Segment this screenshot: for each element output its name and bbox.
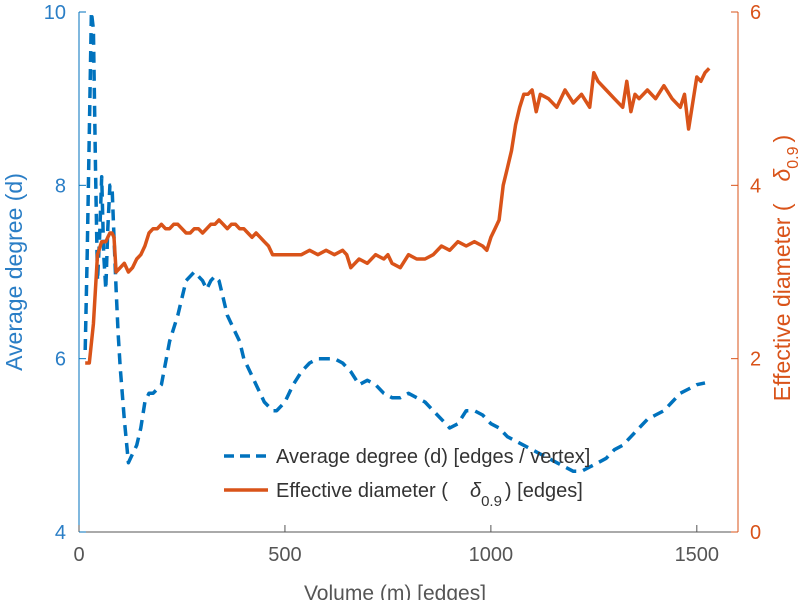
x-tick-label: 500	[268, 544, 301, 566]
right-axis-label-symbol: δ	[769, 168, 795, 181]
right-axis-label-prefix: Effective diameter (	[769, 203, 795, 401]
legend: Average degree (d) [edges / vertex] Effe…	[224, 446, 590, 510]
left-y-tick-label: 8	[55, 175, 66, 197]
left-y-tick-label: 4	[55, 522, 66, 544]
legend-diameter-suffix: ) [edges]	[505, 480, 583, 502]
series-average-degree-line	[83, 10, 706, 474]
right-y-tick-label: 4	[750, 175, 761, 197]
right-y-tick-label: 2	[750, 349, 761, 371]
left-axis-label: Average degree (d)	[1, 173, 27, 371]
x-axis-label: Volume (m) [edges]	[304, 582, 486, 600]
left-y-tick-label: 10	[44, 2, 66, 24]
right-axis-label: Effective diameter ( δ0.9)	[769, 135, 802, 401]
legend-avg-degree-label: Average degree (d) [edges / vertex]	[276, 446, 590, 468]
x-tick-label: 1000	[469, 544, 514, 566]
right-axis-label-suffix: )	[769, 135, 795, 143]
series-effective-diameter-line	[85, 67, 711, 365]
right-y-tick-label: 0	[750, 522, 761, 544]
right-y-tick-label: 6	[750, 2, 761, 24]
x-tick-label: 0	[73, 544, 84, 566]
x-tick-label: 1500	[675, 544, 720, 566]
legend-diameter-subscript: 0.9	[481, 493, 502, 510]
legend-diameter-prefix: Effective diameter (	[276, 480, 448, 502]
right-axis-label-subscript: 0.9	[785, 146, 802, 168]
legend-diameter-symbol: δ	[470, 480, 482, 502]
legend-diameter-label: Effective diameter ( δ0.9) [edges]	[276, 480, 583, 510]
left-y-tick-label: 6	[55, 349, 66, 371]
